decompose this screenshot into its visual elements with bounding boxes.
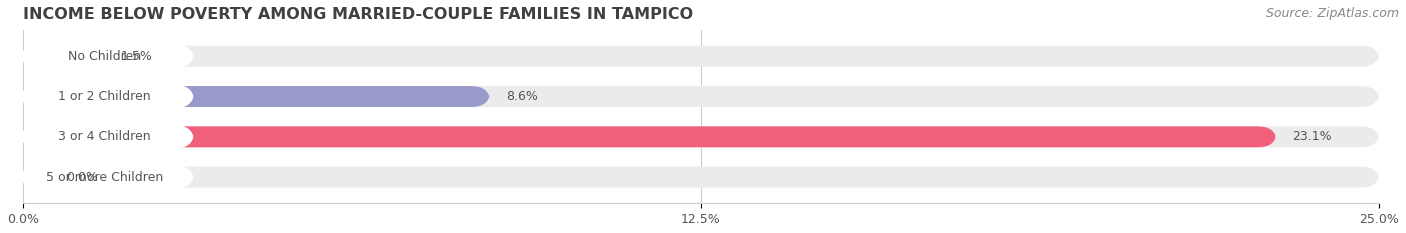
FancyBboxPatch shape [22, 167, 51, 188]
Text: 1.5%: 1.5% [121, 50, 152, 63]
Text: Source: ZipAtlas.com: Source: ZipAtlas.com [1265, 7, 1399, 20]
Text: INCOME BELOW POVERTY AMONG MARRIED-COUPLE FAMILIES IN TAMPICO: INCOME BELOW POVERTY AMONG MARRIED-COUPL… [22, 7, 693, 22]
Text: 3 or 4 Children: 3 or 4 Children [58, 130, 150, 143]
FancyBboxPatch shape [22, 46, 104, 67]
Text: No Children: No Children [67, 50, 141, 63]
FancyBboxPatch shape [22, 126, 1379, 147]
FancyBboxPatch shape [22, 46, 1379, 67]
FancyBboxPatch shape [20, 165, 194, 189]
FancyBboxPatch shape [20, 44, 194, 68]
FancyBboxPatch shape [22, 167, 1379, 188]
FancyBboxPatch shape [22, 126, 1277, 147]
Text: 5 or more Children: 5 or more Children [45, 171, 163, 184]
FancyBboxPatch shape [20, 84, 194, 109]
Text: 23.1%: 23.1% [1292, 130, 1331, 143]
FancyBboxPatch shape [22, 86, 1379, 107]
Text: 8.6%: 8.6% [506, 90, 537, 103]
Text: 0.0%: 0.0% [66, 171, 98, 184]
Text: 1 or 2 Children: 1 or 2 Children [58, 90, 150, 103]
FancyBboxPatch shape [22, 86, 489, 107]
FancyBboxPatch shape [20, 125, 194, 149]
